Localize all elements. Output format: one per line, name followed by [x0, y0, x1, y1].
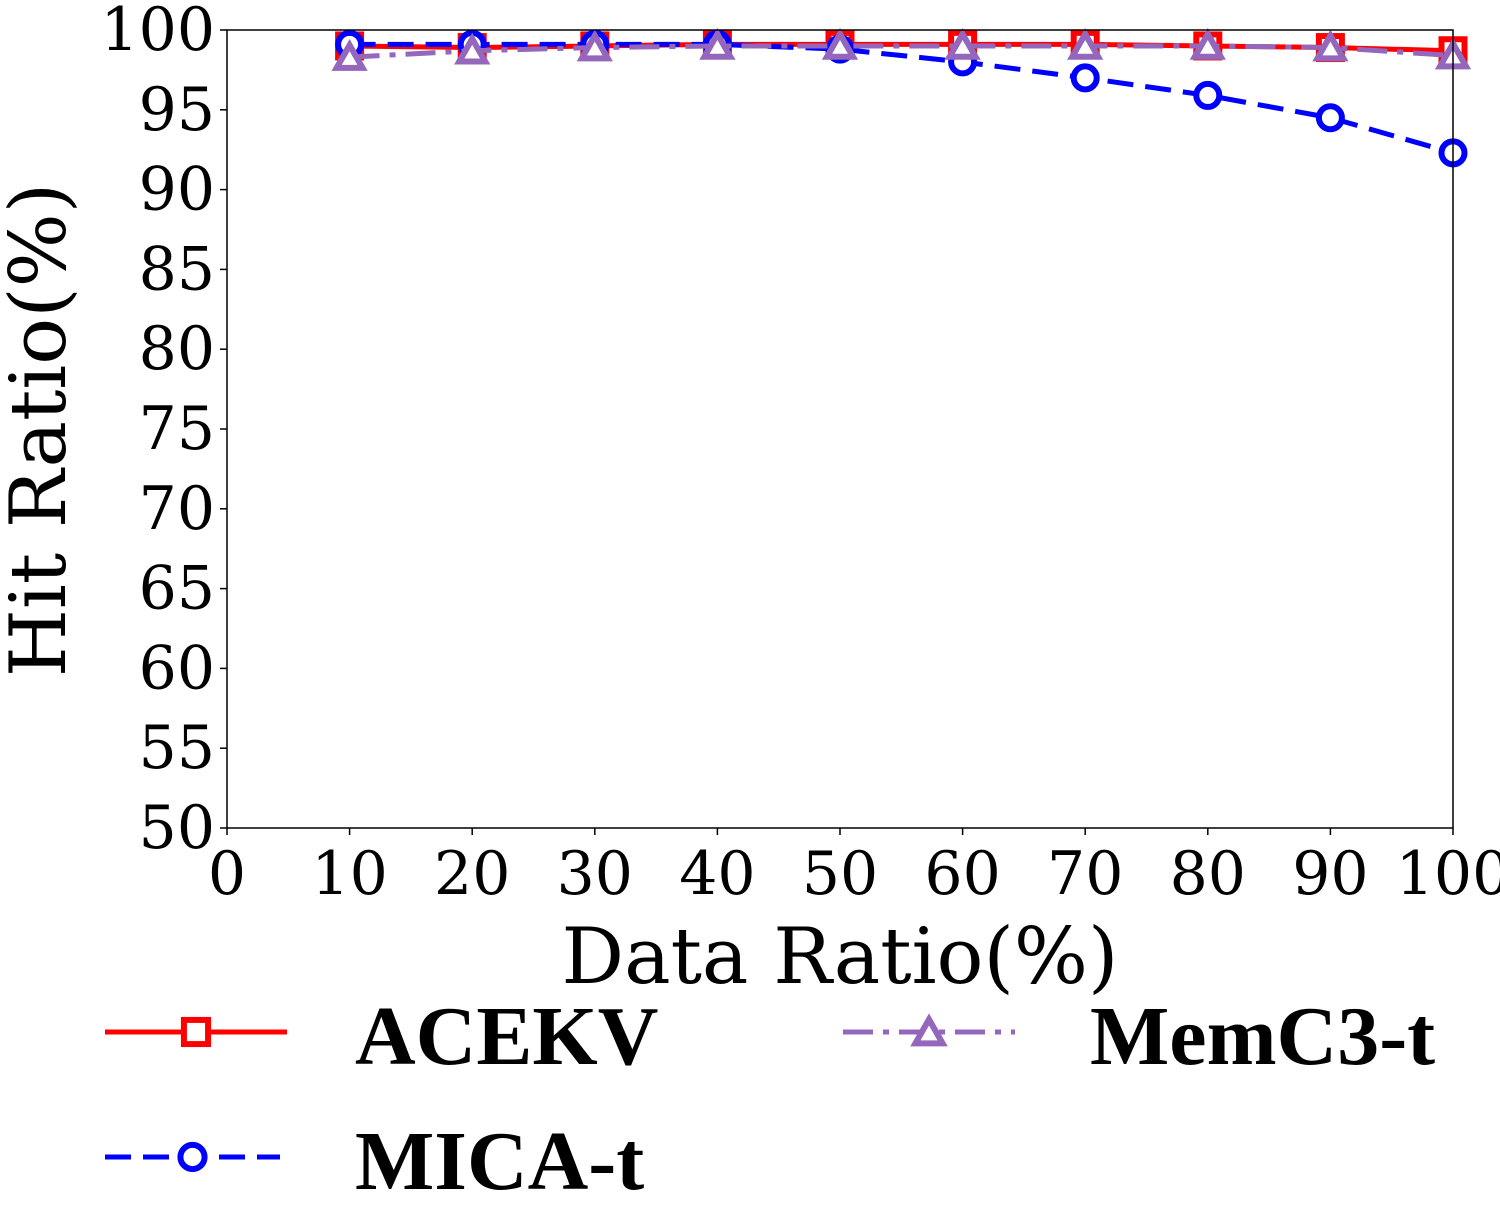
x-tick-label: 60: [924, 839, 1000, 909]
x-tick-label: 100: [1396, 839, 1500, 909]
data-point-MemC3-t-10: [331, 39, 368, 71]
series-MICA-t: [335, 29, 1468, 168]
legend-item-ACEKV: ACEKV: [105, 990, 658, 1083]
axes: 0 10 20 30 40 50 60 70 80 90 100 50 55 60 65 70 75 80 85 90…: [100, 0, 1500, 909]
y-axis-title: Hit Ratio(%): [0, 183, 84, 677]
series-line-MICA-t: [349, 41, 1454, 156]
legend-marker: [910, 1013, 948, 1047]
data-point-MICA-t-80: [1193, 80, 1223, 110]
x-tick-label: 10: [311, 839, 387, 909]
data-point-MemC3-t-80: [1189, 27, 1226, 60]
data-point-MemC3-t-40: [699, 27, 736, 60]
y-tick-label: 85: [139, 234, 215, 304]
x-tick-label: 70: [1047, 839, 1123, 909]
y-tick-label: 100: [100, 0, 215, 65]
legend-label: MICA-t: [355, 1115, 644, 1200]
plot-area: [331, 27, 1472, 168]
series-line-MemC3-t: [349, 43, 1454, 60]
x-tick-label: 30: [557, 839, 633, 909]
legend: ACEKV MICA-t MemC3-t: [105, 990, 1435, 1205]
series-MemC3-t: [331, 27, 1472, 71]
y-tick-label: 95: [139, 75, 215, 145]
data-point-MICA-t-70: [1070, 63, 1100, 93]
x-tick-label: 40: [679, 839, 755, 909]
legend-item-MemC3-t: MemC3-t: [843, 990, 1435, 1083]
y-tick-label: 80: [139, 314, 215, 384]
x-axis-title: Data Ratio(%): [562, 912, 1119, 1002]
y-tick-label: 55: [139, 713, 215, 783]
legend-marker: [177, 1141, 208, 1173]
legend-label: MemC3-t: [1090, 990, 1435, 1083]
legend-item-MICA-t: MICA-t: [105, 1115, 644, 1205]
legend-marker: [180, 1016, 212, 1048]
legend-label: ACEKV: [355, 990, 658, 1083]
y-tick-label: 50: [139, 793, 215, 863]
data-point-MemC3-t-70: [1067, 27, 1104, 60]
y-tick-label: 70: [139, 474, 215, 544]
x-tick-label: 20: [434, 839, 510, 909]
x-tick-label: 50: [802, 839, 878, 909]
data-point-MemC3-t-60: [944, 27, 981, 60]
x-tick-label: 90: [1292, 839, 1368, 909]
y-tick-label: 75: [139, 394, 215, 464]
y-tick-label: 65: [139, 554, 215, 624]
y-tick-label: 90: [139, 155, 215, 225]
data-point-MemC3-t-50: [821, 27, 859, 60]
data-point-MemC3-t-20: [454, 32, 491, 65]
x-tick-label: 80: [1170, 839, 1246, 909]
data-point-MemC3-t-30: [576, 29, 613, 62]
data-point-MICA-t-90: [1315, 103, 1345, 133]
y-tick-label: 60: [139, 633, 215, 703]
data-point-MemC3-t-90: [1312, 29, 1349, 62]
x-tick-label: 0: [208, 839, 246, 909]
plot-frame: [226, 29, 1454, 829]
